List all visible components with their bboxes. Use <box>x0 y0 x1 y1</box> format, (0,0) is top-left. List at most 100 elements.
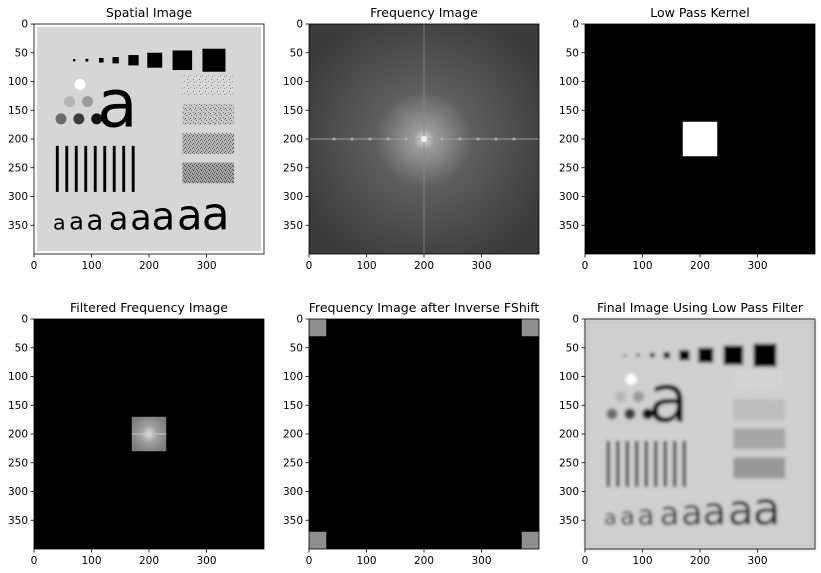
y-tick-label: 250 <box>559 162 579 174</box>
y-tick-label: 100 <box>8 371 28 383</box>
panel-image: aa a a a a a a a <box>34 24 264 254</box>
small-letter-a: a <box>152 194 176 239</box>
panel-title: Frequency Image after Inverse FShift <box>309 300 540 315</box>
square-shape <box>172 50 193 70</box>
vertical-bar <box>103 145 107 192</box>
square-shape <box>663 352 670 359</box>
y-tick-label: 200 <box>559 134 579 146</box>
noise-rectangle <box>733 428 786 449</box>
y-tick-label: 250 <box>8 162 28 174</box>
x-tick-label: 200 <box>414 555 434 567</box>
small-letter-a: a <box>130 198 151 238</box>
x-tick-label: 0 <box>582 555 589 567</box>
y-tick-label: 200 <box>8 429 28 441</box>
noise-rectangle <box>733 369 786 391</box>
panel-image <box>34 319 264 549</box>
panel-frequency: Frequency Image 0 100 200 300 0 50 100 150 200 250… <box>283 5 540 272</box>
vertical-bar <box>74 145 78 192</box>
x-tick-label: 0 <box>306 555 313 567</box>
large-letter-a: a <box>648 360 689 437</box>
x-tick-label: 0 <box>31 555 38 567</box>
small-letter-a: a <box>753 481 781 535</box>
circle-shape <box>73 113 85 125</box>
y-tick-label: 350 <box>559 515 579 527</box>
x-tick-label: 200 <box>690 260 710 272</box>
low-pass-window <box>682 121 718 157</box>
vertical-bar <box>131 145 135 192</box>
y-tick-label: 100 <box>559 371 579 383</box>
vertical-bar <box>65 145 69 192</box>
large-letter-a: a <box>97 65 138 142</box>
circle-shape <box>74 78 86 90</box>
noise-rectangle <box>733 398 786 420</box>
y-tick-label: 150 <box>283 400 303 412</box>
y-tick-label: 50 <box>15 342 28 354</box>
y-tick-label: 0 <box>21 19 28 31</box>
square-shape <box>636 353 640 357</box>
y-tick-label: 50 <box>290 342 303 354</box>
y-tick-label: 150 <box>283 105 303 117</box>
circle-shape <box>91 113 103 125</box>
spectrum-corner <box>521 319 539 337</box>
square-shape <box>649 352 655 358</box>
square-shape <box>73 59 76 62</box>
square-shape <box>698 347 714 363</box>
square-shape <box>624 354 627 357</box>
circle-shape <box>642 408 654 420</box>
panel-filtered: Filtered Frequency Image 0 100 200 300 0 50 100… <box>8 300 265 567</box>
noise-rectangle <box>182 162 235 184</box>
small-letter-a: a <box>109 201 128 237</box>
square-shape <box>147 52 163 68</box>
square-shape <box>112 57 119 64</box>
square-shape <box>98 57 104 63</box>
x-tick-label: 200 <box>690 555 710 567</box>
y-tick-label: 250 <box>283 457 303 469</box>
circle-shape <box>624 408 636 420</box>
vertical-bar <box>654 440 658 487</box>
y-tick-label: 250 <box>8 457 28 469</box>
y-tick-label: 150 <box>559 400 579 412</box>
spectrum-corner <box>309 319 327 337</box>
y-tick-label: 200 <box>283 429 303 441</box>
y-tick-label: 150 <box>8 105 28 117</box>
x-tick-label: 100 <box>632 555 652 567</box>
x-tick-label: 0 <box>31 260 38 272</box>
y-tick-label: 150 <box>8 400 28 412</box>
y-tick-label: 300 <box>559 191 579 203</box>
x-tick-label: 0 <box>582 260 589 272</box>
x-tick-label: 0 <box>306 260 313 272</box>
vertical-bar <box>682 440 686 487</box>
small-letter-a: a <box>728 485 754 534</box>
y-tick-label: 300 <box>283 486 303 498</box>
small-letter-a: a <box>177 190 203 239</box>
panel-title: Filtered Frequency Image <box>70 300 228 315</box>
panel-image <box>309 24 539 254</box>
panel-title: Low Pass Kernel <box>650 5 750 20</box>
y-tick-label: 200 <box>559 429 579 441</box>
y-tick-label: 300 <box>283 191 303 203</box>
small-letter-a: a <box>681 493 702 533</box>
vertical-bar <box>93 145 97 192</box>
y-tick-label: 100 <box>559 76 579 88</box>
vertical-bar <box>673 440 677 487</box>
small-letter-a: a <box>660 496 679 532</box>
y-tick-label: 350 <box>8 515 28 527</box>
y-tick-label: 250 <box>283 162 303 174</box>
y-tick-label: 0 <box>21 314 28 326</box>
small-letter-a: a <box>620 502 635 530</box>
x-tick-label: 300 <box>471 260 491 272</box>
small-letter-a: a <box>53 210 66 234</box>
panel-kernel: Low Pass Kernel 0 100 200 300 0 50 100 150 200 250… <box>559 5 816 272</box>
spectrum-corner <box>521 531 539 549</box>
vertical-bar <box>606 440 610 487</box>
y-tick-label: 350 <box>283 220 303 232</box>
y-tick-label: 350 <box>283 515 303 527</box>
y-tick-label: 50 <box>290 47 303 59</box>
small-letter-a: a <box>604 505 617 529</box>
x-tick-label: 300 <box>747 555 767 567</box>
noise-rectangle <box>733 457 786 479</box>
y-tick-label: 250 <box>559 457 579 469</box>
small-letter-a: a <box>202 186 230 240</box>
small-letter-a: a <box>69 207 84 235</box>
